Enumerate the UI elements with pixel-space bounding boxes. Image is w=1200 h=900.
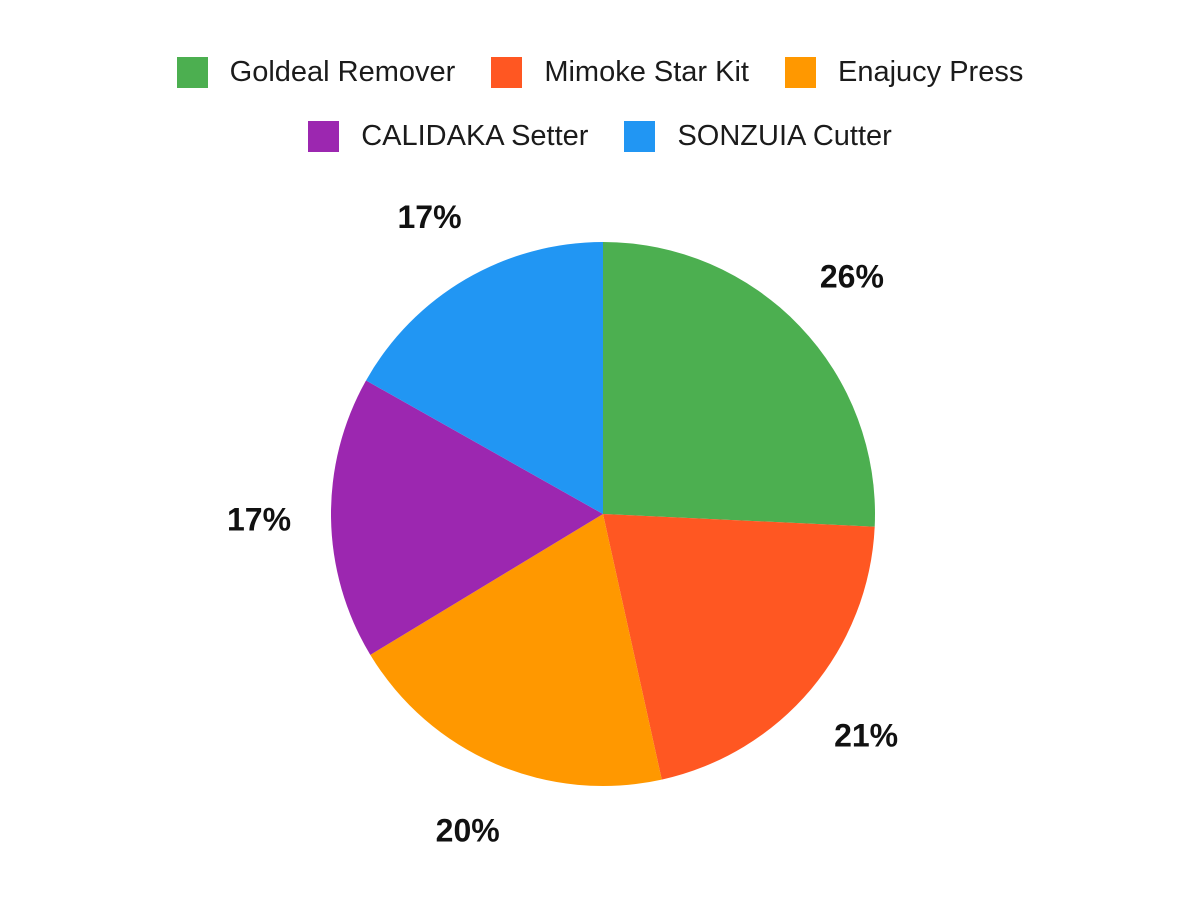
- legend-swatch-icon: [784, 57, 816, 89]
- legend-label: CALIDAKA Setter: [361, 119, 589, 152]
- legend-item-sonzuia-cutter: SONZUIA Cutter: [624, 119, 892, 153]
- legend-row-2: CALIDAKA Setter SONZUIA Cutter: [308, 119, 892, 153]
- legend-label: SONZUIA Cutter: [677, 119, 892, 152]
- pie-slice-enajucy-press: [370, 514, 662, 787]
- pie-slice-calidaka-setter: [330, 380, 603, 655]
- legend-item-calidaka-setter: CALIDAKA Setter: [308, 119, 589, 153]
- legend-item-enajucy-press: Enajucy Press: [784, 56, 1024, 89]
- legend-swatch-icon: [624, 121, 656, 153]
- legend-item-mimoke-star-kit: Mimoke Star Kit: [491, 56, 749, 89]
- legend-item-goldeal-remover: Goldeal Remover: [176, 56, 456, 89]
- legend-swatch-icon: [176, 57, 208, 89]
- legend-row-1: Goldeal Remover Mimoke Star Kit Enajucy Pr…: [176, 56, 1024, 89]
- legend-swatch-icon: [308, 121, 340, 153]
- pie-percent-label-calidaka-setter: 17%: [227, 501, 291, 537]
- pie-slice-goldeal-remover: [603, 242, 875, 527]
- legend-label: Enajucy Press: [837, 56, 1024, 88]
- pie-percent-label-enajucy-press: 20%: [436, 812, 500, 848]
- pie-percent-label-goldeal-remover: 26%: [820, 259, 884, 295]
- pie-slice-sonzuia-cutter: [366, 242, 603, 514]
- legend-swatch-icon: [491, 57, 523, 89]
- chart-legend: Goldeal Remover Mimoke Star Kit Enajucy Pr…: [0, 56, 1200, 153]
- pie-percent-label-sonzuia-cutter: 17%: [397, 199, 461, 235]
- legend-label: Goldeal Remover: [229, 56, 456, 88]
- pie-percent-label-mimoke-star-kit: 21%: [834, 718, 898, 754]
- legend-label: Mimoke Star Kit: [544, 56, 749, 88]
- pie-slice-mimoke-star-kit: [603, 514, 875, 780]
